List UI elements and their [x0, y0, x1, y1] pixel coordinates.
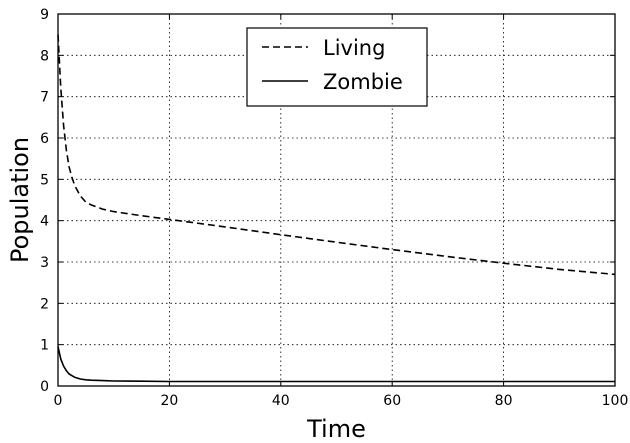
x-tick-label: 20: [160, 393, 178, 409]
y-tick-label: 4: [40, 214, 49, 230]
series-line-living: [57, 34, 616, 276]
ticks: 0 20 40 60 80 100 0 1 2 3 4 5 6 7 8 9: [40, 7, 628, 409]
x-tick-label: 40: [272, 393, 290, 409]
legend: Living Zombie: [246, 27, 428, 107]
legend-box: [246, 27, 428, 107]
y-tick-label: 1: [40, 338, 49, 354]
y-axis-label: Population: [6, 137, 34, 263]
y-tick-label: 3: [40, 255, 49, 271]
y-tick-label: 2: [40, 296, 49, 312]
y-tick-label: 5: [40, 172, 49, 188]
y-tick-label: 6: [40, 131, 49, 147]
legend-label-zombie: Zombie: [323, 70, 403, 94]
series-group: [57, 34, 616, 383]
x-tick-label: 100: [602, 393, 629, 409]
y-tick-label: 8: [40, 48, 49, 64]
y-tick-label: 0: [40, 379, 49, 395]
legend-label-living: Living: [323, 36, 385, 60]
series-line-zombie: [57, 346, 615, 383]
x-tick-label: 80: [495, 393, 513, 409]
x-tick-label: 60: [383, 393, 401, 409]
y-tick-label: 7: [40, 90, 49, 106]
x-axis-label: Time: [306, 415, 366, 443]
x-tick-label: 0: [54, 393, 63, 409]
y-tick-label: 9: [40, 7, 49, 23]
grid: [58, 14, 615, 386]
plot-frame: [57, 13, 616, 387]
